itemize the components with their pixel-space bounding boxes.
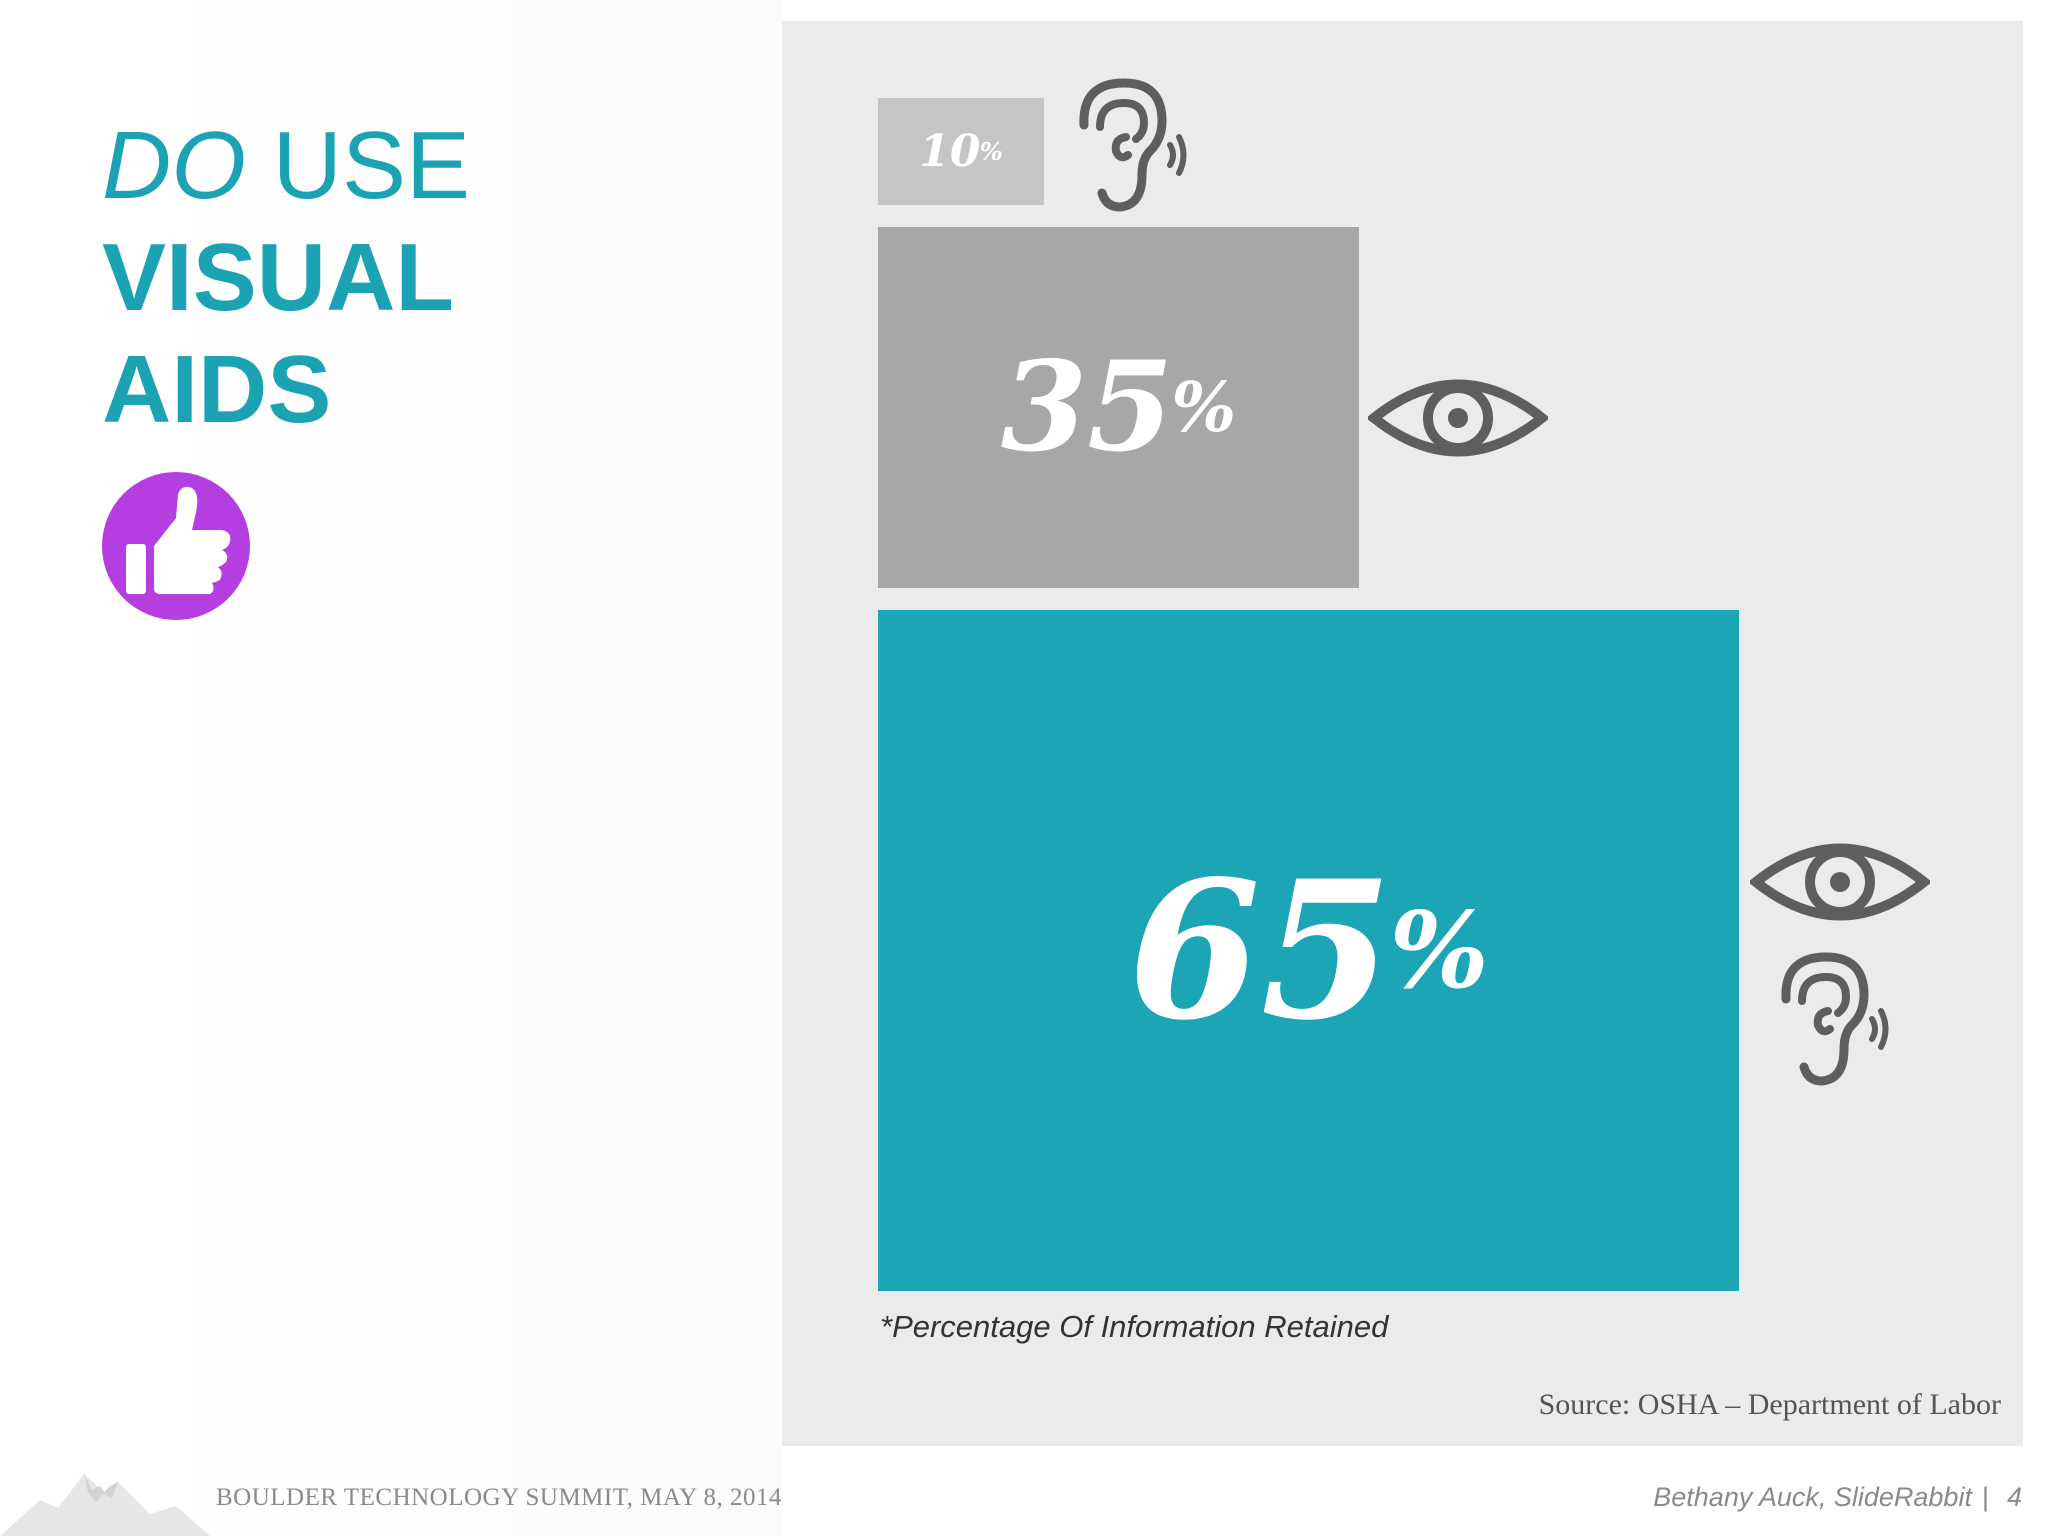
mountain-logo	[0, 1474, 210, 1536]
title-aids: AIDS	[102, 336, 332, 443]
bar-35-label: 35	[1000, 335, 1174, 480]
footer-credit: Bethany Auck, SlideRabbit | 4	[1653, 1482, 2022, 1513]
footer-event: BOULDER TECHNOLOGY SUMMIT, MAY 8, 2014	[216, 1484, 783, 1511]
footer-author: Bethany Auck, SlideRabbit	[1653, 1482, 1972, 1512]
eye-icon	[1750, 843, 1930, 921]
chart-panel: 10% 35% 65% *Percentage Of Information R…	[782, 21, 2023, 1446]
title-visual: VISUAL	[102, 224, 455, 331]
bar-65-label: 65	[1128, 839, 1393, 1062]
title-use: USE	[246, 112, 471, 219]
bar-65-unit: %	[1389, 889, 1489, 1012]
thumbs-up-icon	[102, 472, 250, 620]
eye-icon	[1368, 379, 1548, 457]
page-number: 4	[2006, 1482, 2022, 1512]
ear-icon	[1079, 78, 1187, 212]
chart-footnote: *Percentage Of Information Retained	[880, 1309, 1389, 1344]
source-credit: Source: OSHA – Department of Labor	[1538, 1388, 2001, 1421]
title-do: DO	[102, 112, 246, 219]
bar-35: 35%	[878, 227, 1359, 588]
bar-65: 65%	[878, 610, 1739, 1291]
bar-10: 10%	[878, 98, 1044, 205]
footer-separator: |	[1981, 1482, 1989, 1512]
bar-10-unit: %	[979, 137, 1003, 166]
ear-icon	[1781, 952, 1889, 1086]
bar-35-unit: %	[1171, 367, 1237, 448]
background	[0, 0, 782, 1536]
bar-10-label: 10	[919, 126, 981, 177]
slide-title: DO USE VISUAL AIDS	[102, 118, 470, 438]
